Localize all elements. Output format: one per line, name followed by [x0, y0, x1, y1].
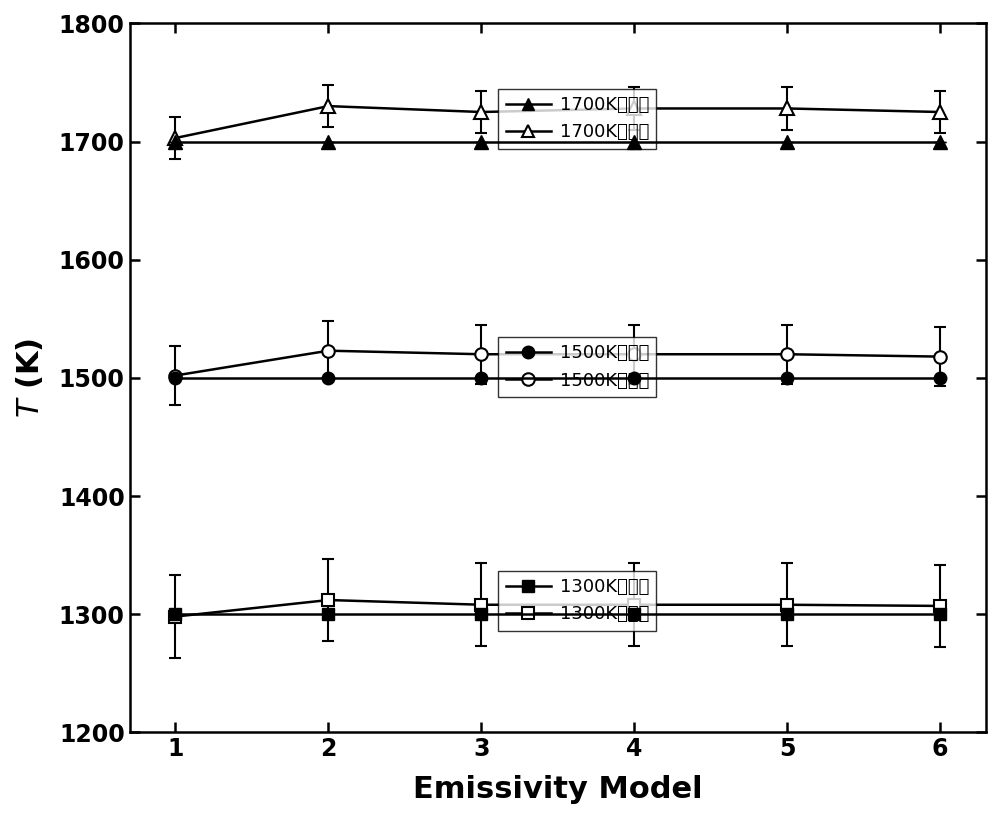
Y-axis label: $T$ (K): $T$ (K): [14, 338, 45, 418]
X-axis label: Emissivity Model: Emissivity Model: [413, 775, 703, 804]
Legend: 1300K设定値, 1300K计算値: 1300K设定値, 1300K计算値: [498, 571, 656, 631]
